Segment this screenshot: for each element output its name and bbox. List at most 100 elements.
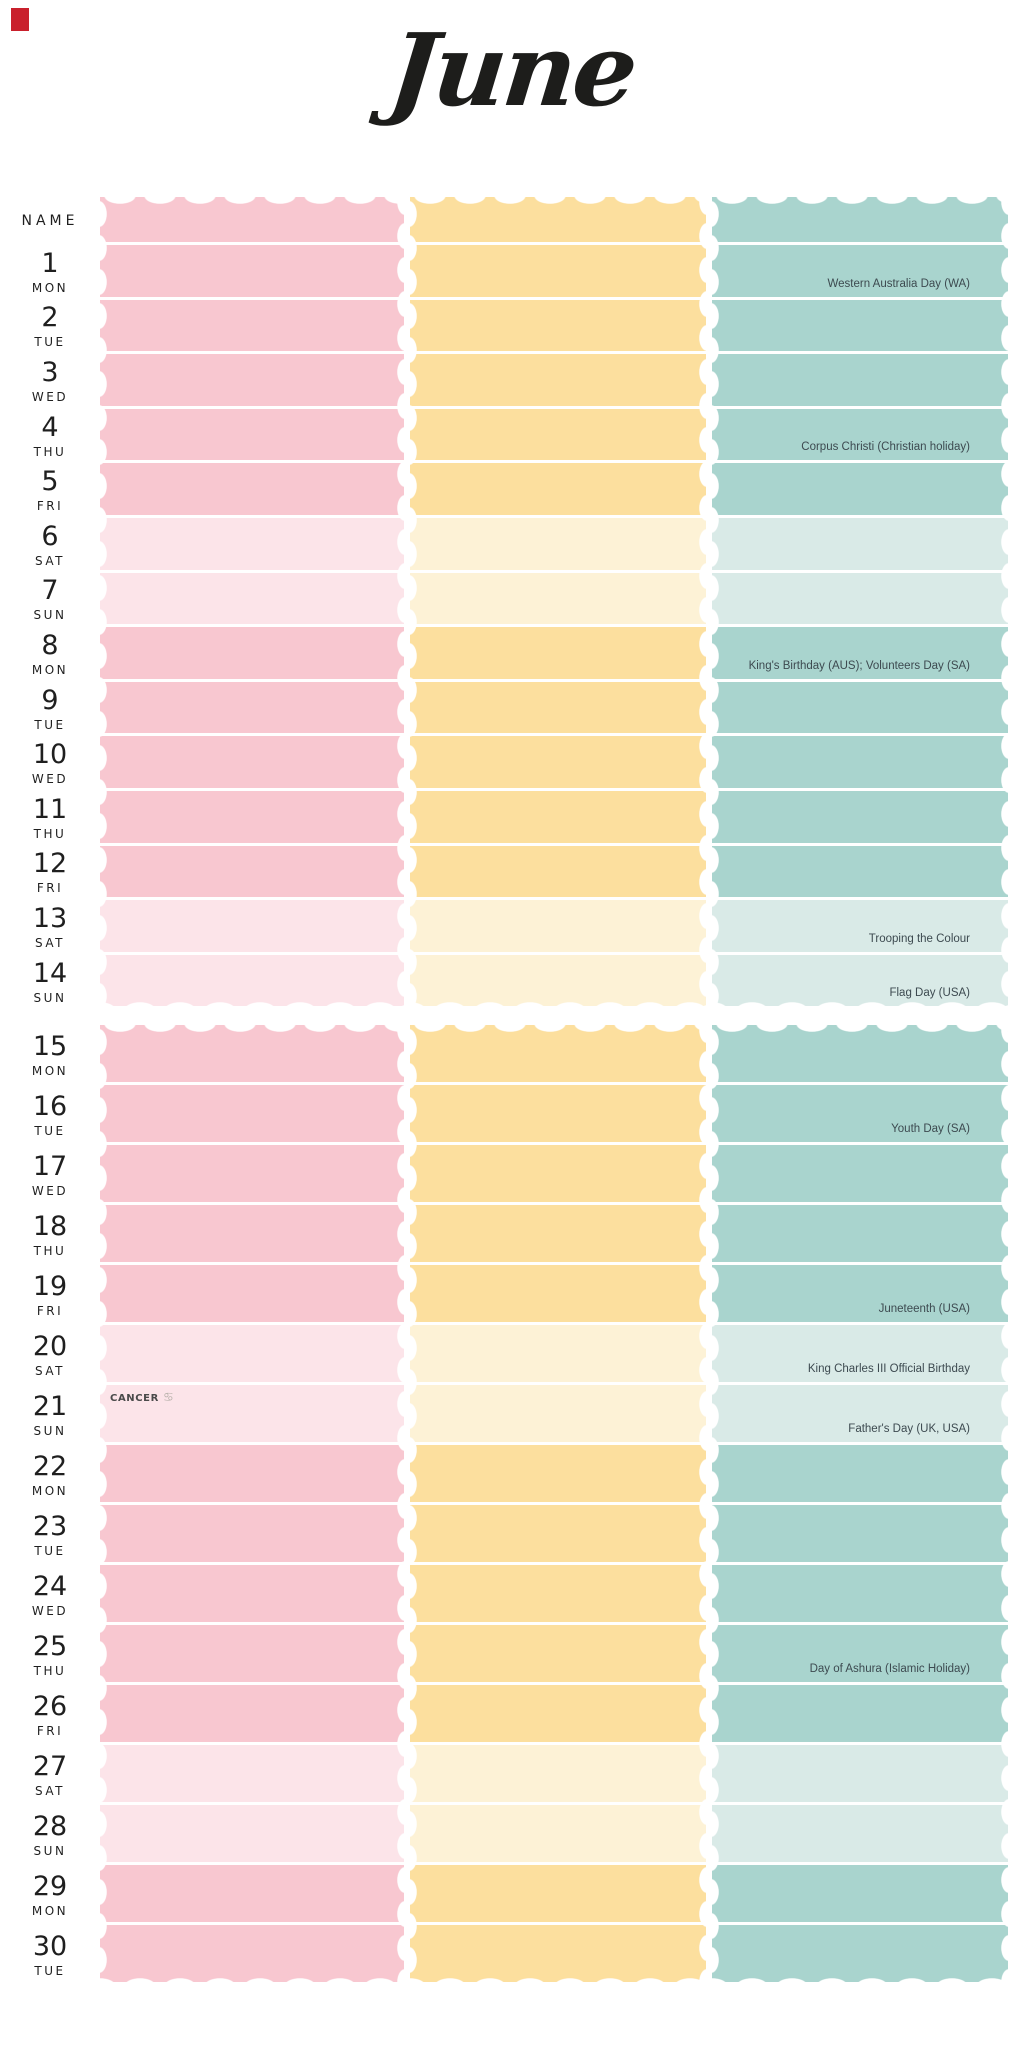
day-label: 26 FRI bbox=[0, 1685, 100, 1745]
day-cell bbox=[410, 463, 706, 518]
day-cell bbox=[410, 1505, 706, 1565]
day-number: 3 bbox=[41, 356, 59, 388]
holiday-label: Father's Day (UK, USA) bbox=[848, 1423, 970, 1435]
day-cell bbox=[410, 408, 706, 464]
day-cell bbox=[712, 1805, 1008, 1865]
day-weekday: FRI bbox=[36, 881, 64, 896]
day-number: 8 bbox=[41, 629, 59, 661]
day-weekday: MON bbox=[31, 1483, 69, 1498]
day-number: 27 bbox=[32, 1750, 68, 1782]
planner-column-block: Western Australia Day (WA) Corpus Christi… bbox=[711, 196, 1009, 1011]
day-cell bbox=[410, 1925, 706, 1985]
day-weekday: SUN bbox=[33, 1843, 67, 1858]
day-cell bbox=[100, 1685, 404, 1745]
day-cell bbox=[100, 627, 404, 682]
day-cell bbox=[100, 1325, 404, 1385]
day-number: 1 bbox=[41, 247, 59, 279]
day-weekday: SUN bbox=[33, 1423, 67, 1438]
day-label: 23 TUE bbox=[0, 1505, 100, 1565]
day-cell bbox=[712, 463, 1008, 518]
day-cell bbox=[712, 1145, 1008, 1205]
day-cell: CANCER ♋ bbox=[100, 1385, 404, 1445]
day-label: 29 MON bbox=[0, 1865, 100, 1925]
day-label: 17 WED bbox=[0, 1145, 100, 1205]
day-label: 2 TUE bbox=[0, 300, 100, 355]
day-label: 16 TUE bbox=[0, 1085, 100, 1145]
day-weekday: MON bbox=[31, 662, 69, 677]
day-label: 20 SAT bbox=[0, 1325, 100, 1385]
day-cell bbox=[410, 1565, 706, 1625]
day-number: 28 bbox=[32, 1810, 68, 1842]
day-cell bbox=[100, 681, 404, 737]
day-cell bbox=[712, 517, 1008, 573]
day-label: 30 TUE bbox=[0, 1925, 100, 1985]
day-number: 10 bbox=[32, 739, 68, 771]
day-cell bbox=[100, 299, 404, 355]
planner-column-block bbox=[409, 1024, 707, 1986]
day-weekday: MON bbox=[31, 1903, 69, 1918]
day-cell bbox=[712, 1745, 1008, 1805]
day-weekday: SAT bbox=[35, 1783, 65, 1798]
day-weekday: THU bbox=[33, 826, 67, 841]
day-weekday: WED bbox=[31, 772, 69, 787]
holiday-label: Juneteenth (USA) bbox=[878, 1303, 970, 1315]
day-cell bbox=[100, 1445, 404, 1505]
day-label: 24 WED bbox=[0, 1565, 100, 1625]
red-square-icon bbox=[11, 8, 29, 31]
day-cell bbox=[100, 463, 404, 518]
day-label: 18 THU bbox=[0, 1205, 100, 1265]
day-cell bbox=[410, 954, 706, 1010]
name-header: NAME bbox=[21, 213, 79, 229]
day-cell bbox=[100, 1145, 404, 1205]
planner-column-block bbox=[409, 196, 707, 1011]
day-cell bbox=[712, 1925, 1008, 1985]
day-number: 6 bbox=[41, 520, 59, 552]
day-cell bbox=[712, 1565, 1008, 1625]
day-cell bbox=[712, 354, 1008, 409]
day-cell bbox=[100, 408, 404, 464]
day-cell bbox=[712, 790, 1008, 846]
day-weekday: THU bbox=[33, 444, 67, 459]
day-number: 2 bbox=[41, 302, 59, 334]
day-number: 17 bbox=[32, 1150, 68, 1182]
day-weekday: FRI bbox=[36, 1723, 64, 1738]
day-cell bbox=[100, 1925, 404, 1985]
day-weekday: MON bbox=[31, 280, 69, 295]
day-cell bbox=[100, 572, 404, 628]
day-number: 25 bbox=[32, 1630, 68, 1662]
holiday-label: Western Australia Day (WA) bbox=[827, 277, 970, 290]
day-cell bbox=[410, 245, 706, 300]
day-cell: Western Australia Day (WA) bbox=[712, 245, 1008, 300]
day-cell bbox=[410, 572, 706, 628]
holiday-label: Flag Day (USA) bbox=[889, 987, 970, 1000]
day-number: 4 bbox=[41, 411, 59, 443]
day-cell: Corpus Christi (Christian holiday) bbox=[712, 408, 1008, 464]
holiday-label: Corpus Christi (Christian holiday) bbox=[801, 441, 970, 454]
day-label: 28 SUN bbox=[0, 1805, 100, 1865]
day-weekday: SAT bbox=[35, 1363, 65, 1378]
day-cell bbox=[100, 1865, 404, 1925]
day-cell: Juneteenth (USA) bbox=[712, 1265, 1008, 1325]
day-cell bbox=[100, 736, 404, 791]
holiday-label: Trooping the Colour bbox=[868, 932, 970, 945]
cancer-zodiac-icon: ♋ bbox=[163, 1390, 175, 1404]
holiday-label: Day of Ashura (Islamic Holiday) bbox=[809, 1663, 970, 1675]
day-cell bbox=[712, 1025, 1008, 1085]
day-cell bbox=[712, 1505, 1008, 1565]
day-label: 12 FRI bbox=[0, 846, 100, 901]
day-weekday: THU bbox=[33, 1663, 67, 1678]
day-cell bbox=[712, 736, 1008, 791]
day-label: 9 TUE bbox=[0, 682, 100, 737]
day-cell bbox=[100, 1025, 404, 1085]
day-cell bbox=[410, 1445, 706, 1505]
day-number: 18 bbox=[32, 1210, 68, 1242]
day-cell bbox=[410, 1085, 706, 1145]
day-cell bbox=[712, 1205, 1008, 1265]
day-label: 7 SUN bbox=[0, 573, 100, 628]
day-weekday: SUN bbox=[33, 990, 67, 1005]
day-cell bbox=[410, 1205, 706, 1265]
day-weekday: FRI bbox=[36, 1303, 64, 1318]
day-label: 8 MON bbox=[0, 627, 100, 682]
day-weekday: FRI bbox=[36, 499, 64, 514]
